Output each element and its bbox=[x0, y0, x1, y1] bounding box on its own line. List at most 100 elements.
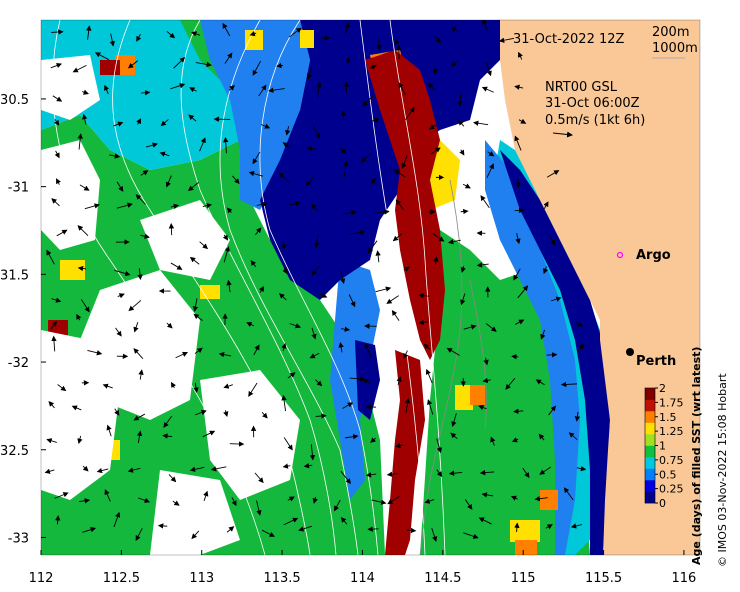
current-arrow bbox=[77, 133, 83, 150]
age-2-band bbox=[48, 50, 445, 555]
current-arrow bbox=[339, 147, 347, 154]
current-arrow bbox=[425, 368, 433, 384]
current-arrow bbox=[560, 381, 578, 388]
current-arrow bbox=[258, 84, 267, 97]
argo-label: Argo bbox=[636, 248, 671, 263]
isobath-200m bbox=[419, 179, 487, 555]
current-arrow bbox=[518, 51, 523, 60]
current-arrow bbox=[405, 106, 415, 120]
current-arrow bbox=[51, 297, 62, 303]
current-arrow bbox=[77, 265, 87, 272]
current-arrow bbox=[575, 321, 583, 327]
current-arrow bbox=[340, 516, 348, 525]
current-arrow bbox=[288, 201, 301, 207]
colorbar-tick-label: 0.25 bbox=[659, 483, 684, 496]
current-arrow bbox=[202, 203, 212, 209]
current-arrow bbox=[434, 36, 442, 44]
current-arrow bbox=[394, 39, 400, 46]
current-arrow bbox=[232, 175, 240, 185]
current-arrow bbox=[202, 430, 216, 438]
colorbar-swatch bbox=[645, 457, 655, 469]
y-axis: -30.5 -31 -31.5 -32 -32.5 -33 bbox=[0, 93, 46, 546]
current-arrow bbox=[106, 424, 112, 437]
current-arrow bbox=[261, 529, 275, 537]
colorbar-tick-label: 1.5 bbox=[659, 411, 677, 424]
current-arrow bbox=[170, 83, 186, 90]
current-arrow bbox=[288, 27, 302, 38]
current-arrow bbox=[476, 262, 489, 268]
current-arrow bbox=[450, 432, 458, 440]
colorbar: 21.75 1.51.25 10.750.5 0.250 bbox=[644, 382, 684, 510]
current-arrow bbox=[223, 136, 229, 154]
current-arrow bbox=[226, 279, 232, 293]
current-arrow bbox=[513, 268, 521, 281]
current-arrow bbox=[424, 498, 435, 504]
colorbar-tick-label: 0.5 bbox=[659, 468, 677, 481]
isobath-label-1000m: 1000m bbox=[652, 41, 698, 56]
current-arrow bbox=[403, 266, 410, 272]
current-arrow bbox=[157, 523, 168, 529]
current-arrow bbox=[371, 117, 381, 123]
colorbar-tick-label: 1 bbox=[659, 440, 666, 453]
current-arrow bbox=[72, 64, 87, 73]
current-arrow bbox=[418, 319, 429, 325]
current-arrow bbox=[543, 266, 549, 275]
colorbar-ticks: 21.75 1.51.25 10.750.5 0.250 bbox=[655, 382, 684, 510]
isobath-label-200m: 200m bbox=[652, 25, 689, 40]
current-arrow bbox=[188, 114, 197, 122]
current-arrow bbox=[522, 467, 530, 479]
current-arrow bbox=[338, 342, 344, 353]
current-arrow bbox=[168, 474, 177, 483]
current-arrow bbox=[104, 489, 111, 502]
current-arrow bbox=[289, 323, 301, 329]
current-arrow bbox=[278, 172, 291, 184]
current-arrow bbox=[446, 347, 460, 356]
current-arrow bbox=[52, 95, 63, 102]
current-arrow bbox=[348, 294, 356, 308]
current-arrow bbox=[84, 203, 100, 210]
current-arrow bbox=[404, 397, 411, 413]
current-vectors bbox=[44, 20, 587, 542]
current-arrow bbox=[543, 201, 549, 210]
current-arrow bbox=[458, 119, 465, 127]
current-arrow bbox=[159, 151, 170, 157]
current-arrow bbox=[570, 523, 583, 529]
current-arrow bbox=[319, 292, 328, 298]
current-arrow bbox=[287, 496, 295, 502]
current-arrow bbox=[253, 344, 260, 356]
colorbar-swatch bbox=[645, 445, 655, 458]
current-arrow bbox=[364, 342, 372, 359]
current-arrow bbox=[514, 319, 525, 325]
current-arrow bbox=[94, 52, 110, 61]
current-arrow bbox=[510, 495, 518, 501]
current-arrow bbox=[96, 467, 109, 474]
current-arrow bbox=[71, 405, 82, 411]
current-arrow bbox=[376, 38, 382, 51]
current-arrow bbox=[428, 124, 437, 130]
current-arrow bbox=[340, 471, 352, 485]
current-arrow bbox=[135, 528, 143, 541]
argo-marker bbox=[616, 251, 624, 259]
current-arrow bbox=[518, 118, 527, 124]
current-arrow bbox=[545, 524, 553, 530]
current-arrow bbox=[546, 352, 558, 358]
current-arrow bbox=[189, 87, 197, 93]
current-arrow bbox=[168, 223, 175, 236]
current-arrow bbox=[172, 500, 180, 506]
current-arrow bbox=[115, 327, 122, 337]
current-arrow bbox=[44, 468, 55, 474]
colorbar-swatch bbox=[645, 491, 655, 504]
current-arrow bbox=[76, 313, 82, 321]
current-arrow bbox=[305, 176, 315, 187]
current-arrow bbox=[448, 470, 463, 476]
current-arrow bbox=[82, 527, 97, 533]
current-arrow bbox=[256, 500, 262, 516]
current-arrow bbox=[77, 225, 89, 236]
current-arrow bbox=[490, 436, 496, 446]
current-arrow bbox=[369, 64, 377, 70]
current-arrow bbox=[50, 62, 62, 69]
current-arrow bbox=[312, 124, 321, 140]
current-arrow bbox=[116, 202, 133, 209]
current-arrow bbox=[114, 269, 131, 277]
current-arrow bbox=[343, 81, 350, 94]
